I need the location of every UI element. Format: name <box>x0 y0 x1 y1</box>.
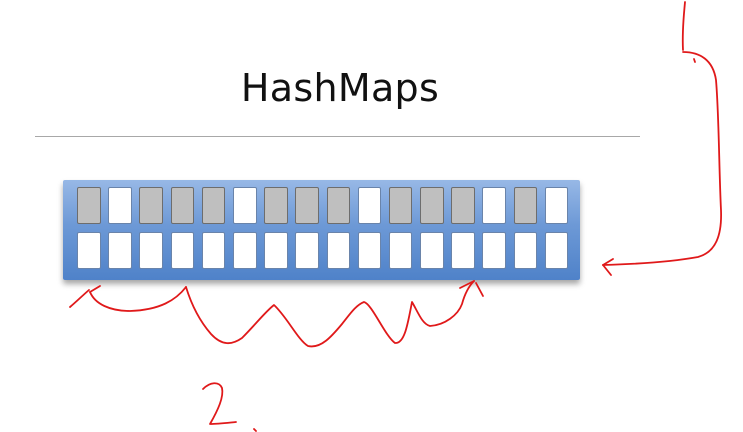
top-row-slot-occupied <box>295 187 319 224</box>
slide-title: HashMaps <box>240 66 440 110</box>
bottom-row-slot-empty <box>482 232 507 269</box>
bottom-row-slot-empty <box>264 232 288 269</box>
bottom-row-slot-empty <box>295 232 319 269</box>
handwritten-number-1 <box>681 1 696 63</box>
arrow-2 <box>69 280 484 348</box>
bottom-row-slot-empty <box>232 232 257 269</box>
top-row-slot-occupied <box>139 187 163 224</box>
bottom-row-slot-empty <box>139 232 163 269</box>
bottom-row-slot-empty <box>513 232 538 269</box>
top-row-slot-occupied <box>201 187 226 224</box>
top-row-slot-empty <box>108 187 132 224</box>
hash-array-top-row <box>77 187 569 224</box>
hash-array-bottom-row <box>77 232 569 269</box>
top-row-slot-occupied <box>77 187 101 224</box>
bottom-row-slot-empty <box>420 232 444 269</box>
bottom-row-slot-empty <box>357 232 382 269</box>
top-row-slot-occupied <box>451 187 475 224</box>
top-row-slot-occupied <box>264 187 288 224</box>
bottom-row-slot-empty <box>201 232 226 269</box>
handwritten-number-2 <box>202 382 257 432</box>
top-row-slot-occupied <box>326 187 351 224</box>
bottom-row-slot-empty <box>326 232 351 269</box>
top-row-slot-occupied <box>388 187 413 224</box>
top-row-slot-occupied <box>170 187 195 224</box>
bottom-row-slot-empty <box>108 232 132 269</box>
bottom-row-slot-empty <box>388 232 413 269</box>
hash-array <box>63 180 580 280</box>
top-row-slot-empty <box>482 187 507 224</box>
title-divider <box>35 136 640 137</box>
bottom-row-slot-empty <box>451 232 475 269</box>
top-row-slot-empty <box>357 187 382 224</box>
bottom-row-slot-empty <box>170 232 195 269</box>
top-row-slot-occupied <box>420 187 444 224</box>
top-row-slot-empty <box>232 187 257 224</box>
top-row-slot-empty <box>544 187 569 224</box>
bottom-row-slot-empty <box>77 232 101 269</box>
top-row-slot-occupied <box>513 187 538 224</box>
bottom-row-slot-empty <box>544 232 569 269</box>
